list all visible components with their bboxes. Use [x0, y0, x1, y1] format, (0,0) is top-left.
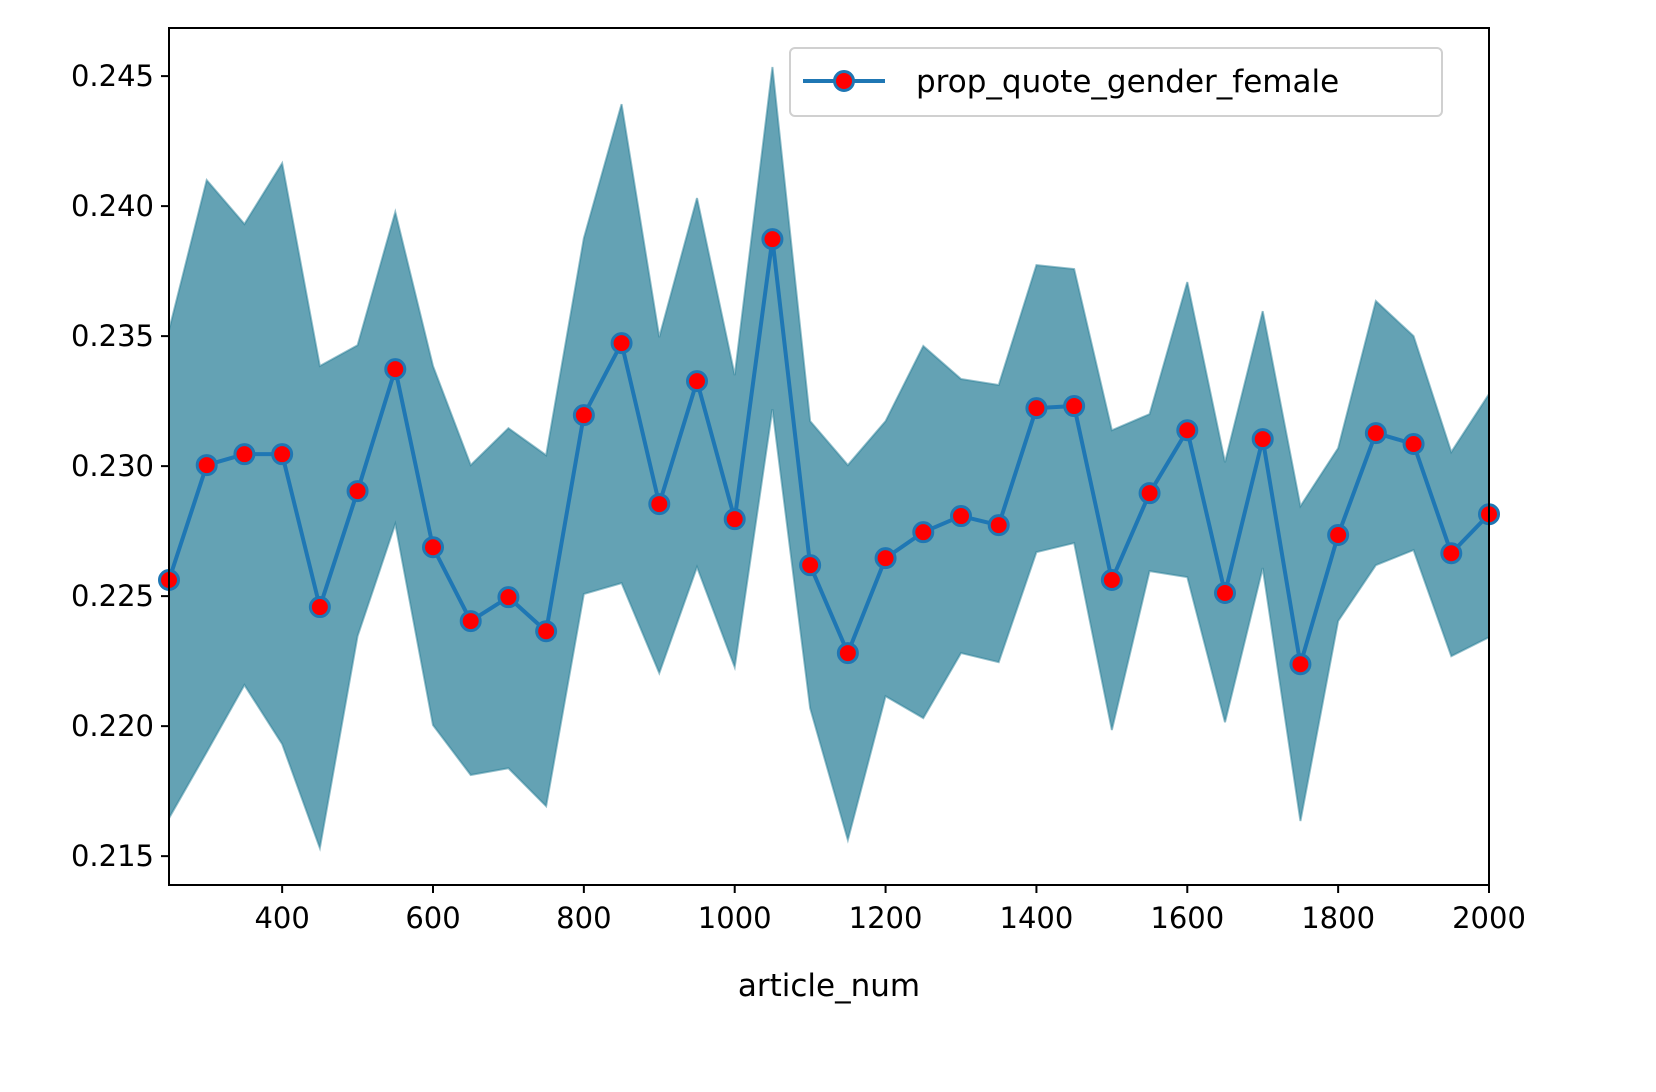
data-point	[535, 620, 558, 643]
legend: prop_quote_gender_female	[789, 47, 1443, 117]
data-point	[308, 596, 331, 619]
data-point	[950, 505, 972, 528]
data-point	[1176, 419, 1199, 442]
data-point	[648, 493, 671, 516]
x-tick-label: 800	[556, 901, 611, 935]
x-tick-label: 400	[254, 901, 309, 935]
data-point	[384, 358, 407, 381]
data-point	[195, 454, 218, 477]
data-point	[1025, 397, 1048, 420]
confidence-band	[169, 66, 1489, 852]
data-point	[572, 404, 595, 427]
y-tick-label: 0.225	[71, 579, 154, 613]
data-point	[686, 370, 708, 393]
y-tick-label: 0.240	[71, 189, 154, 223]
data-point	[1063, 395, 1086, 418]
data-point	[723, 508, 746, 531]
data-point	[1214, 582, 1236, 605]
legend-label: prop_quote_gender_female	[916, 64, 1339, 100]
data-point	[1289, 653, 1312, 676]
y-tick-label: 0.235	[71, 319, 154, 353]
data-point	[459, 610, 482, 633]
data-point	[1440, 542, 1463, 565]
data-point	[271, 443, 294, 466]
data-point	[912, 521, 935, 544]
series-line	[169, 237, 1489, 667]
data-point	[1251, 428, 1274, 451]
data-point	[874, 547, 897, 570]
x-tick-label: 1000	[698, 901, 772, 935]
y-tick-label: 0.245	[71, 59, 154, 93]
data-point	[422, 536, 444, 559]
x-tick-label: 1200	[849, 901, 923, 935]
data-point	[799, 554, 822, 577]
y-tick-label: 0.230	[71, 449, 154, 483]
y-tick-label: 0.220	[71, 709, 154, 743]
x-tick-label: 1800	[1301, 901, 1375, 935]
x-tick-label: 2000	[1452, 901, 1526, 935]
data-point	[761, 228, 784, 251]
legend-marker-swatch	[833, 70, 855, 92]
data-point	[1100, 569, 1123, 592]
data-point	[1364, 422, 1387, 445]
x-tick-label: 600	[405, 901, 460, 935]
data-point	[610, 332, 633, 355]
data-point	[836, 642, 859, 665]
data-point	[346, 480, 369, 503]
data-point	[1402, 433, 1425, 456]
legend-box	[789, 47, 1443, 117]
plot-frame	[168, 27, 1490, 886]
data-point	[1327, 524, 1350, 547]
x-axis-label: article_num	[738, 968, 920, 1004]
x-tick-label: 1600	[1150, 901, 1224, 935]
y-tick-label: 0.215	[71, 839, 154, 873]
data-point	[497, 586, 520, 609]
data-point	[1138, 482, 1161, 505]
x-tick-label: 1400	[1000, 901, 1074, 935]
data-point	[987, 514, 1010, 537]
data-point	[233, 443, 256, 466]
